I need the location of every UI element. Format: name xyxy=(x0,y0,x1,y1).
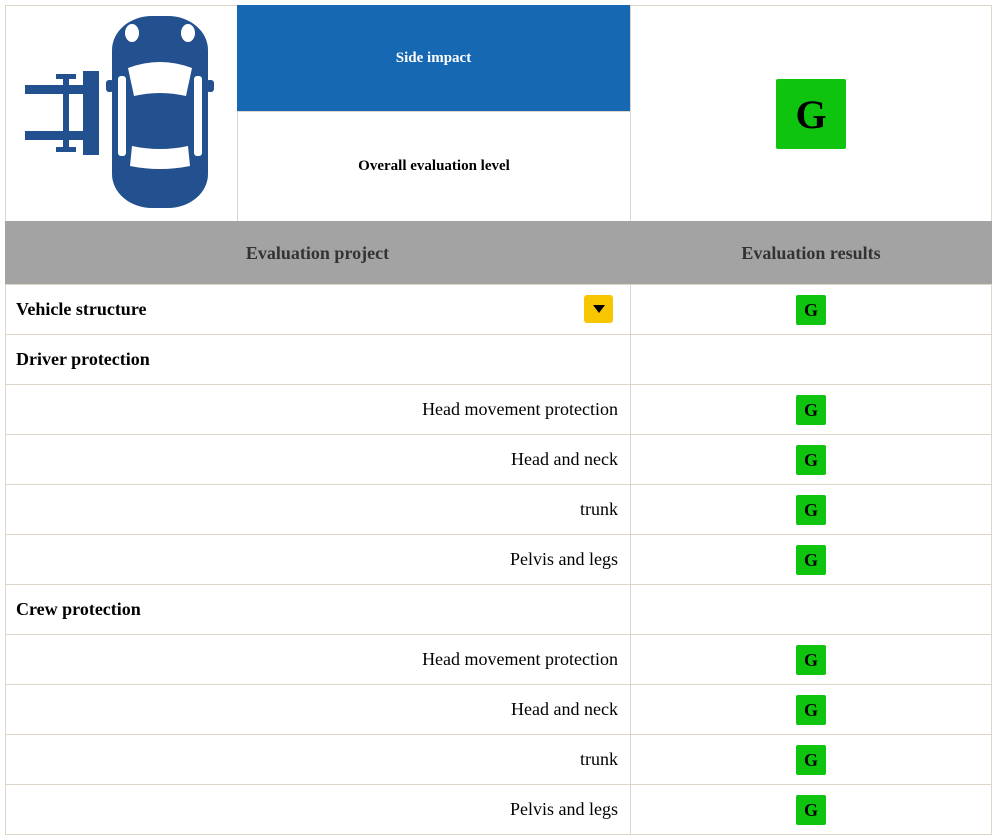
row-result-cell: G xyxy=(630,734,992,785)
item-label: Head movement protection xyxy=(422,399,618,419)
section-label: Crew protection xyxy=(16,599,141,619)
column-header: Evaluation results xyxy=(630,221,992,285)
row-label-cell: Pelvis and legs xyxy=(5,534,631,585)
row-label-cell: trunk xyxy=(5,484,631,535)
column-header: Evaluation project xyxy=(5,221,631,285)
rating-badge: G xyxy=(776,79,846,149)
row-result-cell: G xyxy=(630,684,992,735)
title: Side impact xyxy=(237,5,630,112)
row-label-cell: Head movement protection xyxy=(5,634,631,685)
image-cell xyxy=(5,5,238,222)
result-badge: G xyxy=(796,395,826,425)
row-label-cell: Head movement protection xyxy=(5,384,631,435)
row-label-cell: Vehicle structure xyxy=(5,284,631,335)
item-label: Pelvis and legs xyxy=(510,799,618,819)
row-label-cell: Head and neck xyxy=(5,684,631,735)
row-result-cell: G xyxy=(630,634,992,685)
row-label-cell: Head and neck xyxy=(5,434,631,485)
row-result-cell: G xyxy=(630,434,992,485)
item-label: trunk xyxy=(580,499,618,519)
result-badge: G xyxy=(796,645,826,675)
row-result-cell: G xyxy=(630,384,992,435)
dropdown-button[interactable] xyxy=(584,295,613,323)
section-label: Driver protection xyxy=(16,349,150,369)
car-icon xyxy=(25,16,214,208)
result-badge: G xyxy=(796,795,826,825)
dropdown-arrow xyxy=(592,305,605,313)
rating-cell: G xyxy=(630,5,992,222)
result-badge: G xyxy=(796,295,826,325)
item-label: Head and neck xyxy=(511,449,618,469)
row-result-cell xyxy=(630,334,992,385)
subtitle: Overall evaluation level xyxy=(237,111,631,222)
result-badge: G xyxy=(796,545,826,575)
row-result-cell: G xyxy=(630,784,992,835)
row-result-cell: G xyxy=(630,534,992,585)
item-label: Head movement protection xyxy=(422,649,618,669)
row-result-cell: G xyxy=(630,284,992,335)
item-label: Head and neck xyxy=(511,699,618,719)
row-label-cell: Driver protection xyxy=(5,334,631,385)
section-label: Vehicle structure xyxy=(16,299,147,319)
result-badge: G xyxy=(796,745,826,775)
row-result-cell: G xyxy=(630,484,992,535)
result-badge: G xyxy=(796,495,826,525)
row-label-cell: trunk xyxy=(5,734,631,785)
item-label: trunk xyxy=(580,749,618,769)
row-result-cell xyxy=(630,584,992,635)
row-label-cell: Pelvis and legs xyxy=(5,784,631,835)
result-badge: G xyxy=(796,695,826,725)
result-badge: G xyxy=(796,445,826,475)
row-label-cell: Crew protection xyxy=(5,584,631,635)
item-label: Pelvis and legs xyxy=(510,549,618,569)
